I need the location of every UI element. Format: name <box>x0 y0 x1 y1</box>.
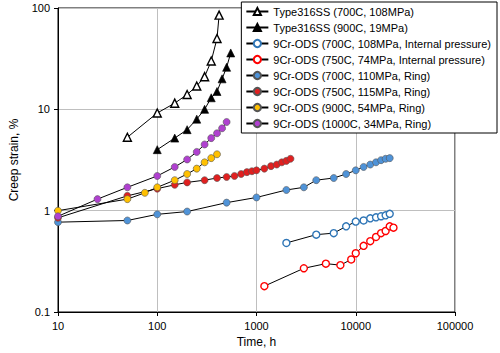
svg-text:9Cr-ODS (700C, 110MPa, Ring): 9Cr-ODS (700C, 110MPa, Ring) <box>273 70 430 82</box>
svg-text:9Cr-ODS (700C, 108MPa, Interna: 9Cr-ODS (700C, 108MPa, Internal pressure… <box>273 38 491 50</box>
svg-text:Time, h: Time, h <box>237 335 277 349</box>
svg-text:10: 10 <box>52 320 64 332</box>
svg-text:9Cr-ODS (750C, 115MPa, Ring): 9Cr-ODS (750C, 115MPa, Ring) <box>273 86 430 98</box>
svg-text:0.1: 0.1 <box>35 306 50 318</box>
svg-text:1000: 1000 <box>244 320 268 332</box>
svg-text:9Cr-ODS (1000C, 34MPa, Ring): 9Cr-ODS (1000C, 34MPa, Ring) <box>273 118 431 130</box>
svg-text:10000: 10000 <box>340 320 371 332</box>
svg-text:10: 10 <box>38 103 50 115</box>
svg-text:100: 100 <box>148 320 166 332</box>
svg-text:1: 1 <box>44 205 50 217</box>
svg-text:Type316SS (900C, 19MPa): Type316SS (900C, 19MPa) <box>273 22 408 34</box>
svg-text:100: 100 <box>32 2 50 14</box>
svg-text:9Cr-ODS (900C, 54MPa, Ring): 9Cr-ODS (900C, 54MPa, Ring) <box>273 102 425 114</box>
svg-text:Creep strain, %: Creep strain, % <box>7 118 21 201</box>
svg-text:100000: 100000 <box>437 320 474 332</box>
svg-text:Type316SS (700C, 108MPa): Type316SS (700C, 108MPa) <box>273 6 414 18</box>
svg-text:9Cr-ODS (750C, 74MPa, Internal: 9Cr-ODS (750C, 74MPa, Internal pressure) <box>273 54 485 66</box>
